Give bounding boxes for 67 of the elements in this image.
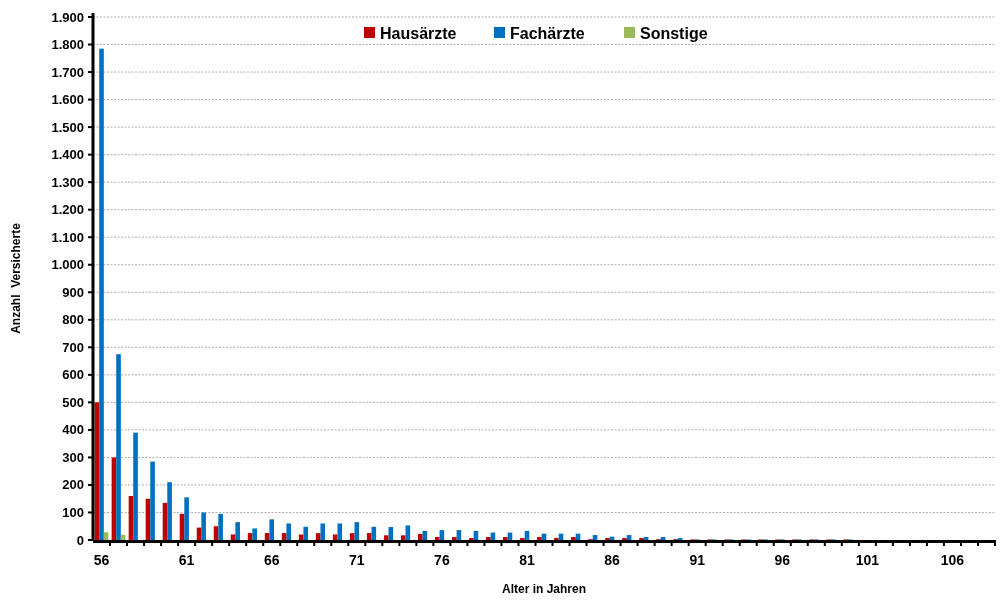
bar (434, 536, 440, 540)
y-tick-label: 1.000 (51, 257, 84, 273)
y-tick-label: 100 (62, 505, 84, 521)
bar (235, 522, 240, 540)
bar (405, 525, 411, 540)
bar (452, 536, 457, 540)
bar (230, 534, 236, 540)
bar (167, 482, 172, 540)
bar (332, 534, 338, 540)
x-tick-label: 66 (263, 552, 280, 568)
legend-label: Hausärzte (380, 24, 457, 42)
x-tick-label: 71 (349, 552, 365, 568)
bar (571, 536, 576, 540)
y-tick-label: 700 (62, 339, 84, 355)
y-tick-label: 1.700 (51, 64, 84, 80)
bar (303, 526, 309, 540)
y-tick-label: 200 (62, 477, 84, 493)
y-tick-label: 300 (62, 449, 84, 465)
y-tick-label: 1.500 (51, 119, 84, 135)
bar (320, 523, 326, 540)
bar (503, 536, 508, 540)
legend-label: Sonstige (640, 24, 708, 42)
bar (103, 532, 109, 540)
x-tick-label: 106 (940, 552, 965, 568)
bar (537, 536, 542, 540)
x-tick-label: 101 (855, 552, 880, 568)
legend-label: Fachärzte (510, 24, 585, 42)
x-tick-label: 86 (604, 552, 621, 568)
x-tick-label: 96 (774, 552, 791, 568)
bar (417, 533, 423, 540)
x-tick-label: 61 (178, 552, 195, 568)
bar (99, 48, 104, 540)
bar (218, 513, 223, 540)
y-tick-label: 400 (62, 422, 84, 438)
bar (383, 535, 389, 540)
y-tick-label: 1.100 (51, 229, 84, 245)
x-tick-label: 56 (93, 552, 110, 568)
bar (201, 512, 206, 540)
x-tick-label: 76 (434, 552, 450, 568)
y-tick-label: 1.900 (51, 9, 84, 25)
bar (298, 534, 304, 540)
bar (116, 354, 121, 540)
y-tick-label: 500 (62, 394, 84, 410)
y-tick-label: 1.300 (51, 174, 84, 190)
y-tick-label: 0 (76, 532, 84, 548)
bar (133, 432, 138, 540)
y-tick-label: 1.800 (51, 37, 84, 53)
y-tick-label: 900 (62, 284, 84, 300)
x-tick-label: 91 (689, 552, 706, 568)
y-tick-label: 1.200 (51, 202, 84, 218)
x-tick-label: 81 (519, 552, 535, 568)
bar (184, 497, 189, 540)
bar (252, 528, 257, 540)
y-axis-title: Anzahl Versicherte (9, 222, 23, 334)
y-tick-label: 800 (62, 312, 84, 328)
y-tick-label: 1.600 (51, 92, 84, 108)
bar (400, 535, 406, 540)
bar (286, 523, 292, 540)
bar (150, 461, 155, 540)
bar (269, 519, 274, 540)
bar (337, 523, 343, 540)
bar (486, 536, 491, 540)
bar (354, 522, 360, 540)
y-tick-label: 1.400 (51, 147, 84, 163)
bar (366, 533, 372, 540)
x-axis-title: Alter in Jahren (501, 582, 587, 596)
y-tick-label: 600 (62, 367, 84, 383)
